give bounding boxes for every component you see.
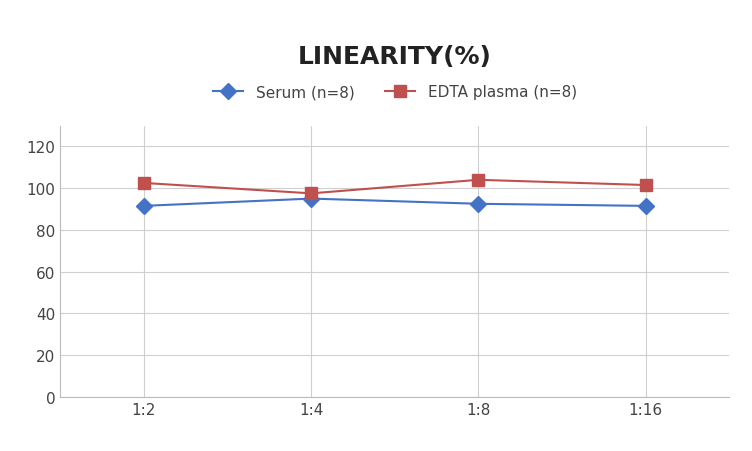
Serum (n=8) [307,197,316,202]
Line: Serum (n=8): Serum (n=8) [138,193,651,212]
Title: LINEARITY(%): LINEARITY(%) [298,45,492,69]
Line: EDTA plasma (n=8): EDTA plasma (n=8) [138,175,651,199]
Legend: Serum (n=8), EDTA plasma (n=8): Serum (n=8), EDTA plasma (n=8) [213,85,577,100]
Serum (n=8) [474,202,483,207]
EDTA plasma (n=8) [139,181,148,186]
Serum (n=8) [139,204,148,209]
EDTA plasma (n=8) [474,178,483,183]
Serum (n=8) [641,204,650,209]
EDTA plasma (n=8) [307,191,316,197]
EDTA plasma (n=8) [641,183,650,189]
